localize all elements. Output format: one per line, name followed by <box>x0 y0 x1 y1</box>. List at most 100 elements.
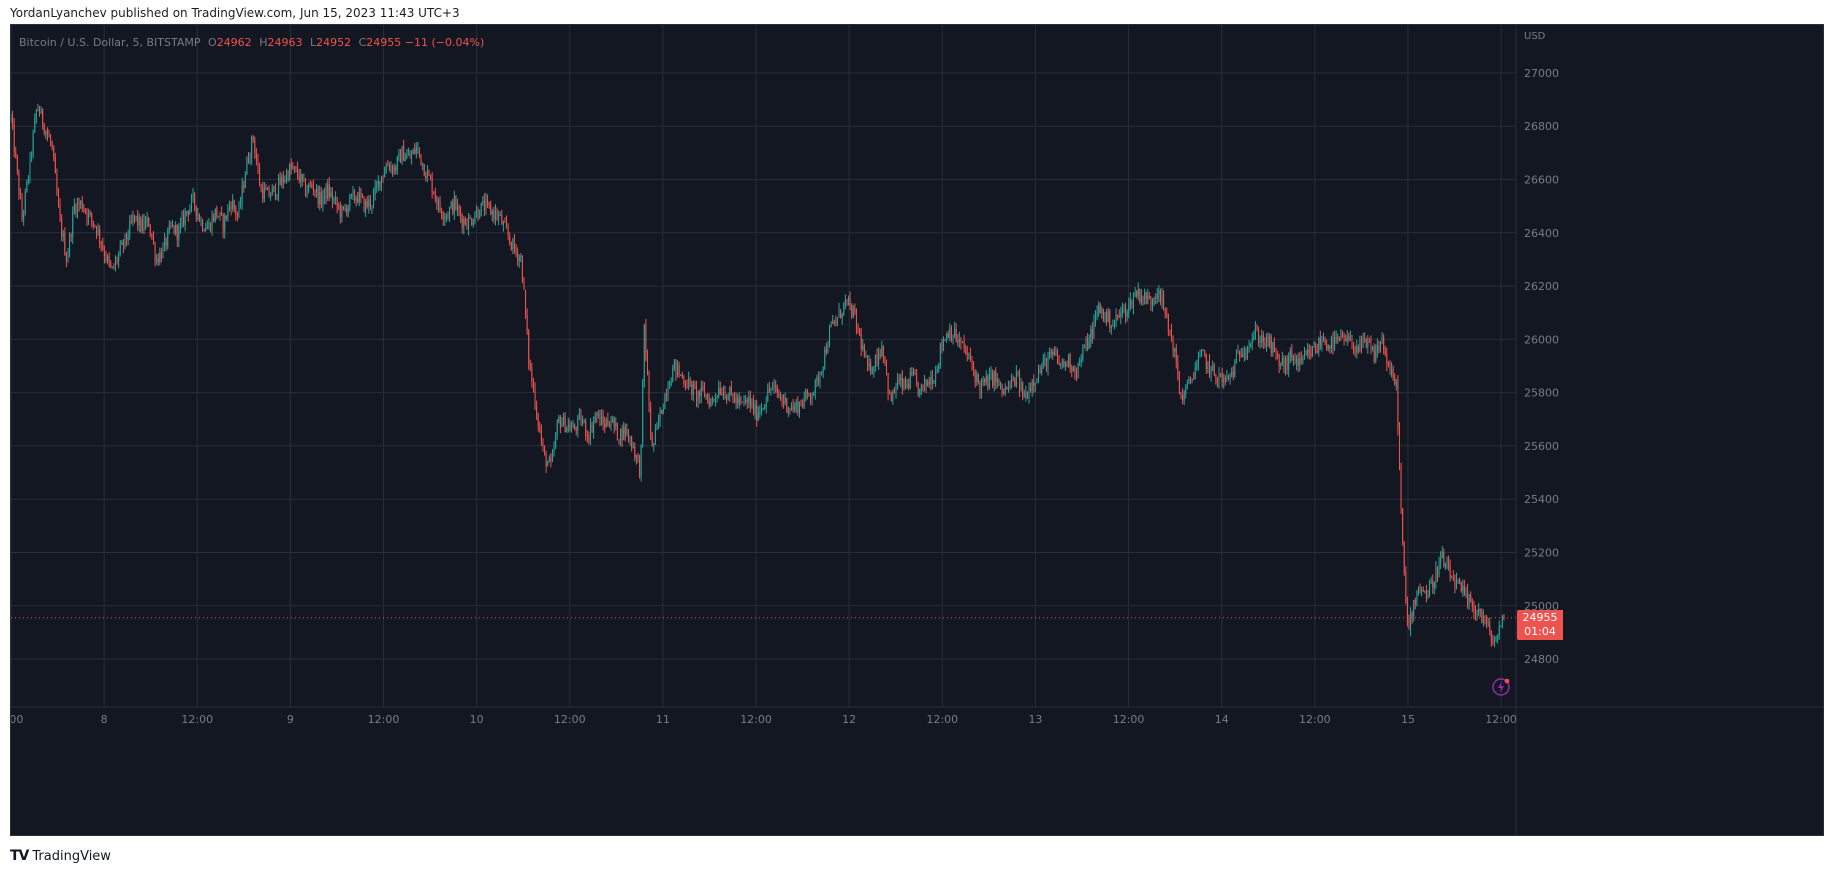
candle-body <box>1250 343 1252 348</box>
candle-body <box>639 458 641 477</box>
candle-body <box>423 163 425 177</box>
candle-body <box>1501 616 1503 626</box>
candle-body <box>1497 635 1499 640</box>
candle-body <box>240 202 242 205</box>
candle-body <box>548 457 550 463</box>
candle-body <box>276 194 278 198</box>
candle-body <box>339 206 341 217</box>
candle-body <box>361 196 363 198</box>
candle-body <box>1050 352 1052 355</box>
candle-body <box>1318 338 1320 353</box>
candle-body <box>765 401 767 408</box>
candle-body <box>1023 396 1025 398</box>
candle-body <box>1313 346 1315 348</box>
candle-body <box>1299 358 1301 366</box>
tradingview-logo[interactable]: 𝗧𝗩 TradingView <box>10 848 111 864</box>
candle-body <box>1012 378 1014 380</box>
time-tick-label: 12:00 <box>181 713 213 726</box>
candle-body <box>1449 565 1451 578</box>
candle-body <box>194 193 196 206</box>
candle-body <box>1330 337 1332 349</box>
candle-body <box>168 225 170 231</box>
candle-body <box>646 356 648 375</box>
candle-body <box>561 423 563 428</box>
candle-body <box>1416 591 1418 604</box>
candle-body <box>1110 326 1112 328</box>
candle-body <box>843 302 845 315</box>
candle-body <box>1212 365 1214 367</box>
candle-body <box>374 186 376 194</box>
candle-body <box>265 188 267 191</box>
candle-body <box>946 333 948 341</box>
candle-body <box>1053 351 1055 355</box>
candle-body <box>1026 392 1028 399</box>
chart-panel[interactable]: 24800 25000 25200 25400 25600 25800 26000 26200… <box>10 24 1824 836</box>
candle-body <box>330 192 332 197</box>
candle-body <box>870 362 872 374</box>
candle-body <box>1468 595 1470 605</box>
candle-body <box>100 241 102 246</box>
candle-body <box>1080 359 1082 361</box>
candle-body <box>1337 336 1339 340</box>
candle-body <box>246 158 248 175</box>
candle-body <box>200 220 202 222</box>
candle-body <box>433 191 435 195</box>
candle-body <box>1095 315 1097 321</box>
candle-body <box>385 165 387 173</box>
candle-body <box>1370 342 1372 348</box>
candle-body <box>54 157 56 174</box>
candle-body <box>669 386 671 388</box>
candle-body <box>1248 347 1250 349</box>
legend-o-label: O <box>208 36 217 49</box>
candle-body <box>399 152 401 163</box>
candle-body <box>37 108 39 110</box>
candle-body <box>1421 590 1423 592</box>
candle-body <box>537 415 539 426</box>
candle-body <box>1239 352 1241 356</box>
lightning-icon[interactable] <box>1491 677 1511 697</box>
candle-body <box>1345 339 1347 341</box>
candle-body <box>901 377 903 389</box>
candle-body <box>1069 354 1071 369</box>
candle-body <box>1362 338 1364 348</box>
candle-body <box>42 109 44 125</box>
candle-body <box>35 109 37 119</box>
candle-body <box>705 395 707 397</box>
candle-body <box>86 211 88 219</box>
candle-body <box>922 384 924 387</box>
candle-body <box>1207 361 1209 369</box>
candle-body <box>308 184 310 192</box>
candle-body <box>363 196 365 212</box>
candle-body <box>513 239 515 250</box>
candle-body <box>1356 347 1358 353</box>
candle-body <box>643 324 645 381</box>
candle-body <box>939 344 941 365</box>
candle-body <box>884 356 886 365</box>
candle-body <box>751 401 753 407</box>
candle-body <box>900 377 902 381</box>
candle-body <box>59 205 61 219</box>
candle-body <box>135 215 137 217</box>
candle-body <box>814 380 816 393</box>
candle-body <box>692 384 694 395</box>
candle-body <box>637 455 639 459</box>
candle-body <box>1106 312 1108 323</box>
legend-high: 24963 <box>267 36 303 49</box>
candle-body <box>1410 612 1412 630</box>
candle-body <box>626 429 628 435</box>
time-tick-label: 12:00 <box>1113 713 1145 726</box>
candle-body <box>160 252 162 259</box>
candle-body <box>1183 394 1185 401</box>
candle-body <box>559 416 561 428</box>
candle-body <box>1202 349 1204 351</box>
candle-body <box>19 194 21 199</box>
candlestick-chart[interactable]: 24800 25000 25200 25400 25600 25800 26000 26200… <box>11 25 1823 835</box>
candle-body <box>175 225 177 234</box>
candle-body <box>295 166 297 169</box>
candle-body <box>183 215 185 225</box>
candle-body <box>1397 380 1399 429</box>
candle-body <box>1438 563 1440 578</box>
candle-body <box>354 191 356 201</box>
candle-body <box>542 441 544 448</box>
candle-body <box>1201 349 1203 356</box>
